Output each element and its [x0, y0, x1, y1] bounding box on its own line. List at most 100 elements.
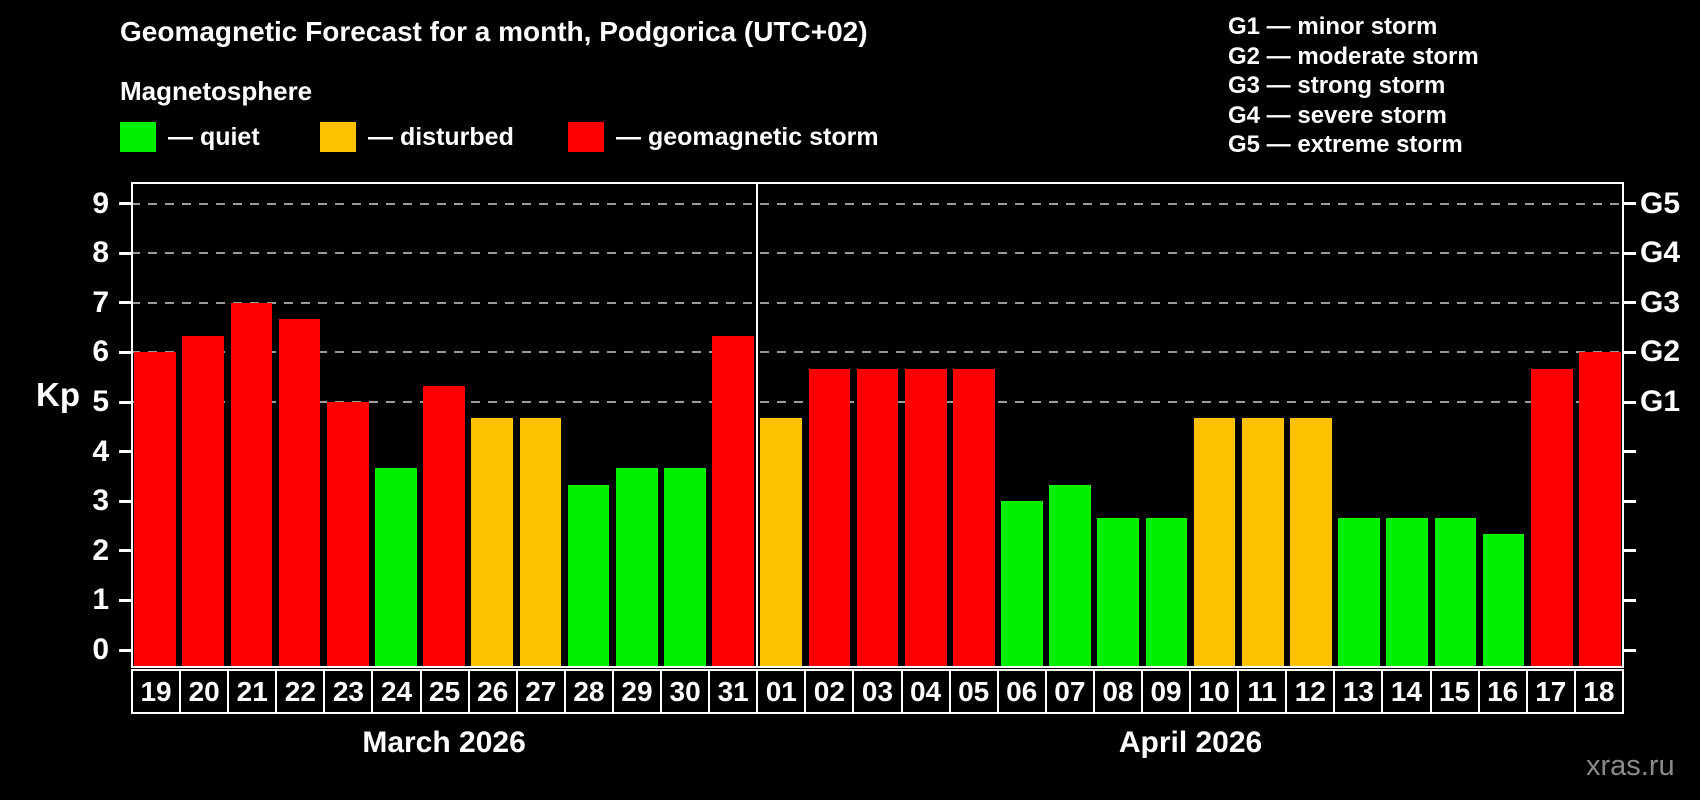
g-axis-label-G5: G5	[1640, 186, 1681, 220]
y-tick-label-2: 2	[92, 533, 109, 567]
date-cell-05: 05	[948, 669, 999, 714]
date-cell-10: 10	[1189, 669, 1240, 714]
date-cell-14: 14	[1381, 669, 1432, 714]
date-cell-19: 19	[131, 669, 182, 714]
date-cell-20: 20	[179, 669, 230, 714]
date-cell-01: 01	[756, 669, 807, 714]
right-tick-kp4	[1624, 450, 1636, 454]
date-cell-30: 30	[660, 669, 711, 714]
watermark: xras.ru	[1586, 750, 1675, 782]
gridline-kp8	[131, 252, 1624, 255]
right-tick-kp2	[1624, 549, 1636, 553]
kp-bar-27	[519, 418, 562, 668]
kp-bar-14	[1386, 517, 1429, 668]
kp-bar-25	[423, 385, 465, 668]
magnetosphere-subtitle: Magnetosphere	[120, 76, 313, 106]
date-cell-26: 26	[467, 669, 518, 714]
date-cell-28: 28	[563, 669, 614, 714]
kp-bar-16	[1482, 534, 1525, 668]
left-tick-kp7	[119, 301, 131, 305]
month-label-april: April 2026	[1118, 726, 1263, 759]
y-tick-label-0: 0	[92, 633, 109, 666]
right-tick-kp1	[1624, 598, 1636, 602]
left-tick-kp4	[119, 450, 131, 454]
legend-item-label: — quiet	[168, 122, 260, 151]
g-axis-label-G3: G3	[1640, 285, 1681, 319]
g-scale-legend: G1 — minor storm G2 — moderate storm G3 — …	[1228, 12, 1479, 160]
g-legend-line-2: G2 — moderate storm	[1228, 42, 1479, 70]
kp-bar-08	[1097, 517, 1140, 668]
page-title: Geomagnetic Forecast for a month, Podgor…	[120, 16, 868, 47]
date-cell-27: 27	[515, 669, 566, 714]
legend-swatch-storm-icon	[568, 122, 604, 152]
date-cell-07: 07	[1044, 669, 1095, 714]
g-legend-line-5: G5 — extreme storm	[1228, 131, 1463, 158]
right-tick-kp8	[1624, 251, 1636, 255]
kp-bar-07	[1049, 484, 1092, 668]
left-tick-kp8	[119, 251, 131, 255]
kp-bar-17	[1530, 368, 1573, 668]
left-tick-kp3	[119, 499, 131, 503]
gridline-kp9	[131, 202, 1624, 205]
kp-bar-26	[471, 418, 514, 668]
month-divider-line	[756, 182, 759, 668]
kp-bar-31	[712, 336, 754, 668]
left-tick-kp1	[119, 598, 131, 602]
date-axis-row: 19 20 21 22 23 24 25 26 27 28 29 30 31 01 02 03 04 05 06 07…	[131, 669, 1624, 714]
left-tick-kp2	[119, 549, 131, 553]
kp-bar-02	[808, 368, 851, 668]
date-cell-13: 13	[1333, 669, 1384, 714]
date-cell-22: 22	[275, 669, 326, 714]
legend-item-disturbed: — disturbed	[320, 120, 514, 154]
date-cell-24: 24	[371, 669, 422, 714]
date-cell-25: 25	[419, 669, 470, 714]
left-tick-kp9	[119, 202, 131, 206]
date-cell-04: 04	[900, 669, 951, 714]
g-legend-line-4: G4 — severe storm	[1228, 101, 1447, 129]
kp-bar-29	[615, 468, 658, 668]
kp-bar-06	[1001, 501, 1043, 668]
magnetosphere-legend: — quiet — disturbed — geomagnetic storm	[120, 120, 1020, 154]
date-cell-11: 11	[1237, 669, 1288, 714]
legend-item-quiet: — quiet	[120, 120, 260, 154]
g-axis-label-G1: G1	[1640, 385, 1681, 418]
right-tick-kp0	[1624, 648, 1636, 652]
gridline-kp6	[131, 351, 1624, 354]
date-cell-18: 18	[1573, 669, 1624, 714]
kp-bar-05	[952, 368, 995, 668]
y-tick-label-7: 7	[92, 285, 109, 319]
kp-bar-30	[664, 468, 706, 668]
date-cell-12: 12	[1285, 669, 1336, 714]
y-tick-label-4: 4	[92, 434, 109, 468]
kp-bar-04	[904, 368, 947, 668]
y-tick-label-9: 9	[92, 186, 109, 220]
legend-item-label: — geomagnetic storm	[616, 122, 879, 151]
y-tick-label-8: 8	[92, 236, 109, 270]
right-tick-kp3	[1624, 499, 1636, 503]
kp-bar-18	[1579, 352, 1621, 668]
kp-bar-28	[567, 484, 610, 668]
gridline-kp7	[131, 301, 1624, 304]
date-cell-17: 17	[1525, 669, 1576, 714]
date-cell-16: 16	[1477, 669, 1528, 714]
date-cell-06: 06	[996, 669, 1047, 714]
g-axis-label-G2: G2	[1640, 335, 1681, 369]
date-cell-31: 31	[708, 669, 759, 714]
y-tick-label-6: 6	[92, 335, 109, 369]
date-cell-02: 02	[804, 669, 855, 714]
kp-bar-01	[760, 418, 803, 668]
kp-bar-11	[1241, 418, 1284, 668]
kp-bar-15	[1434, 517, 1477, 668]
left-tick-kp6	[119, 350, 131, 354]
date-cell-03: 03	[852, 669, 903, 714]
right-tick-kp5	[1624, 400, 1636, 404]
kp-bar-21	[230, 302, 273, 668]
legend-swatch-disturbed-icon	[320, 122, 356, 152]
kp-bar-03	[856, 368, 899, 668]
date-cell-15: 15	[1429, 669, 1480, 714]
kp-bar-12	[1290, 418, 1332, 668]
legend-swatch-quiet-icon	[120, 122, 156, 152]
kp-bar-20	[182, 336, 225, 668]
date-cell-21: 21	[227, 669, 278, 714]
